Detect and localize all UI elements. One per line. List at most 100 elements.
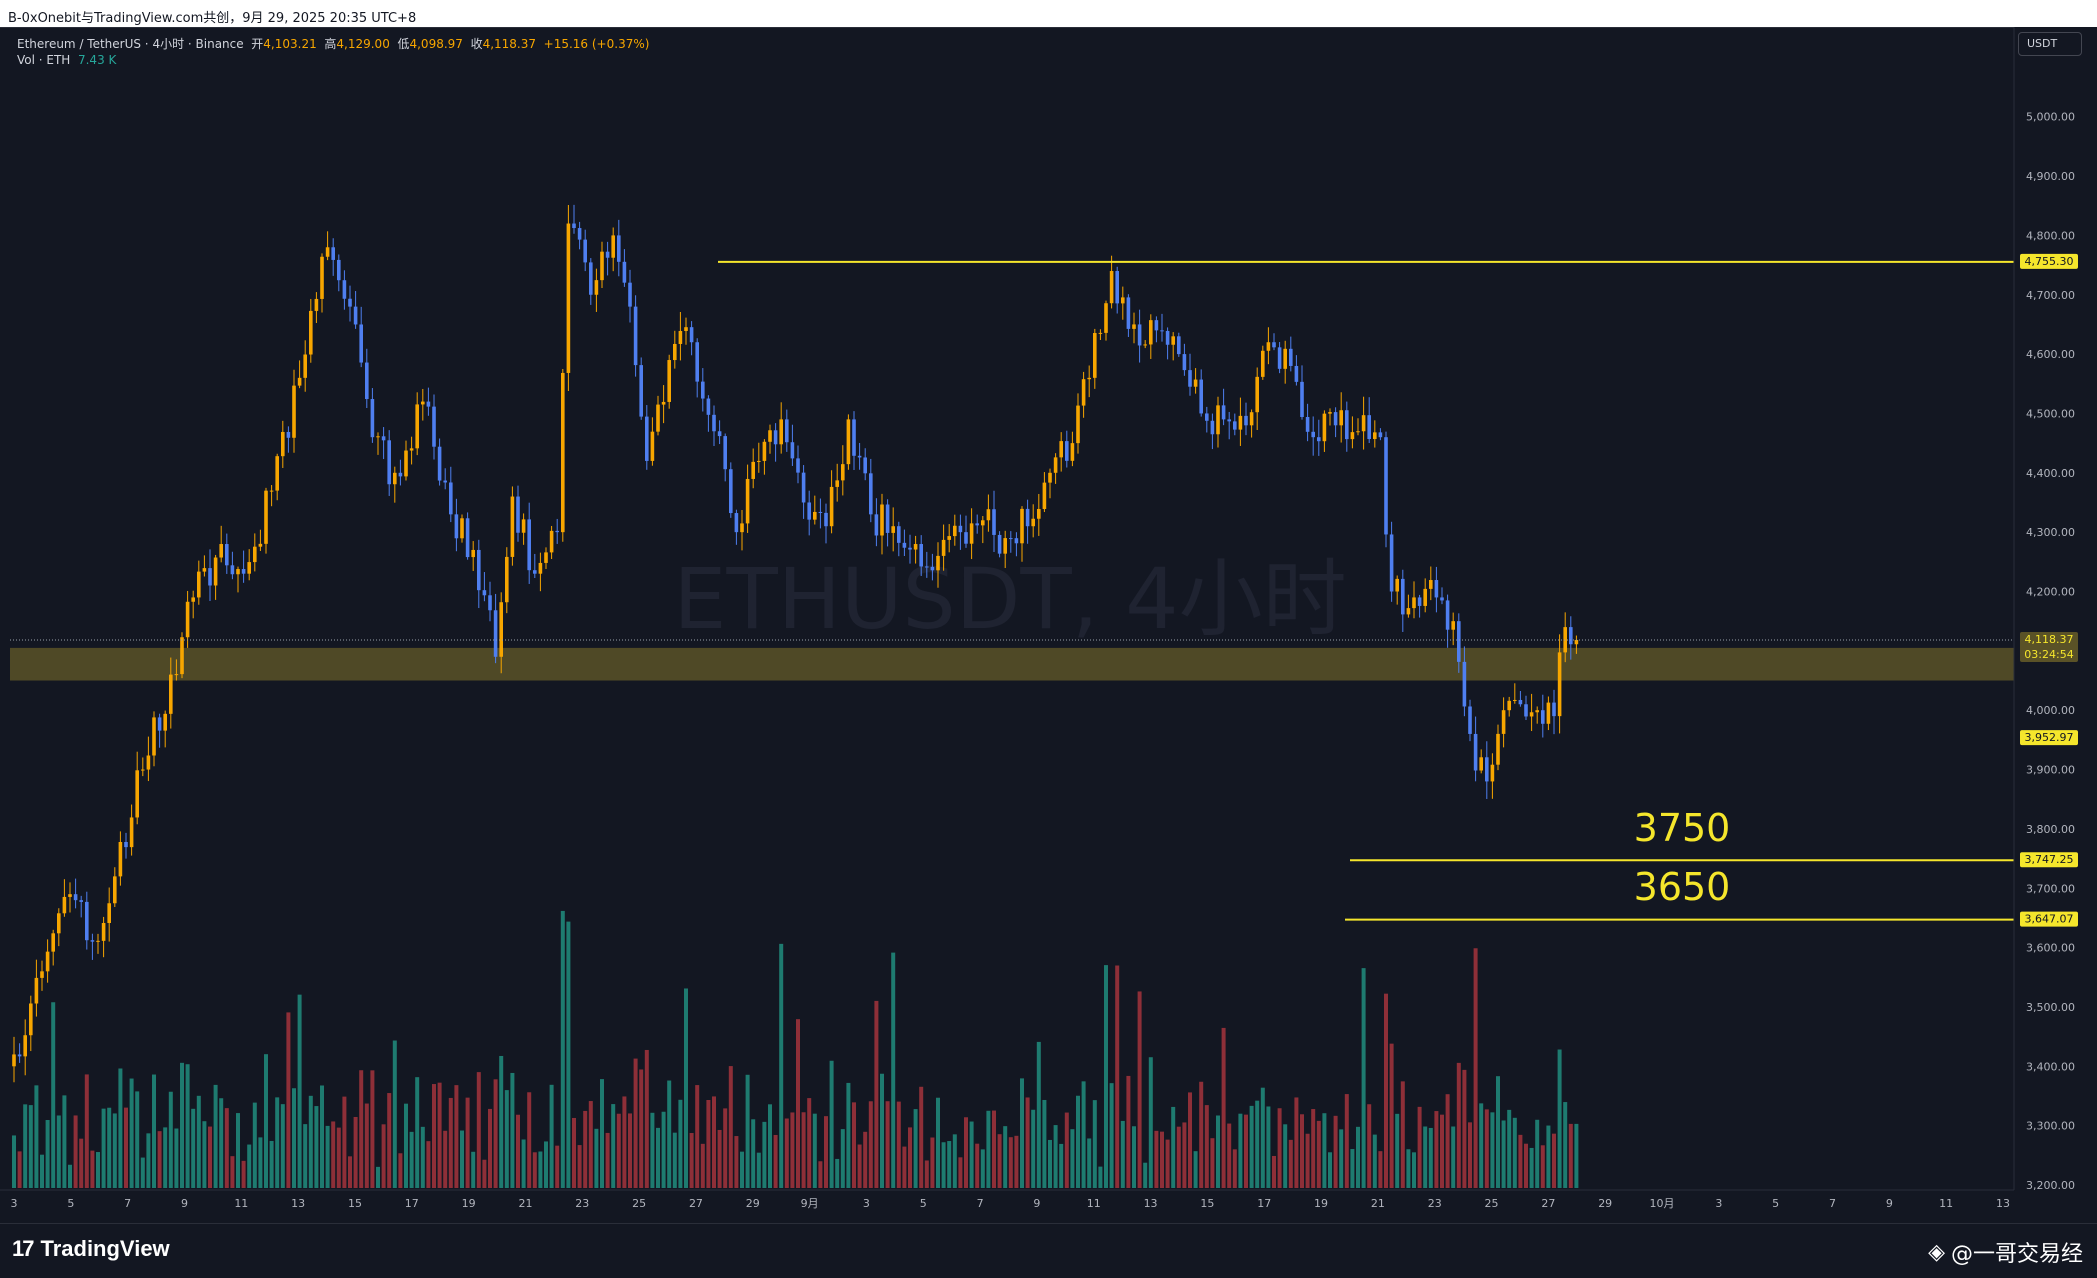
candle-body[interactable]: [1104, 303, 1108, 333]
candle-body[interactable]: [1149, 320, 1153, 345]
candle-body[interactable]: [577, 228, 582, 240]
candle-body[interactable]: [1065, 441, 1069, 461]
candle-body[interactable]: [510, 496, 515, 557]
candle-body[interactable]: [219, 544, 223, 558]
candle-body[interactable]: [191, 597, 195, 602]
time-axis[interactable]: 3 5 7 9 11 13 15 17 19 21 23 25 27 29 9月 3 5 7 9 11 13 15 17 19…: [0, 1189, 2014, 1210]
candle-body[interactable]: [269, 490, 274, 492]
candle-body[interactable]: [146, 755, 151, 770]
candle-body[interactable]: [1188, 370, 1192, 387]
candle-body[interactable]: [393, 472, 397, 485]
candle-body[interactable]: [1541, 710, 1545, 724]
candle-body[interactable]: [796, 458, 800, 473]
candle-body[interactable]: [1350, 432, 1355, 440]
candle-body[interactable]: [1081, 379, 1086, 406]
candle-body[interactable]: [835, 480, 839, 487]
candle-body[interactable]: [947, 536, 951, 540]
candle-body[interactable]: [986, 509, 991, 521]
candle-body[interactable]: [101, 922, 106, 941]
support-zone[interactable]: [10, 647, 2014, 681]
candle-body[interactable]: [415, 404, 419, 449]
candle-body[interactable]: [1305, 416, 1310, 432]
candle-body[interactable]: [1462, 661, 1467, 707]
candle-body[interactable]: [656, 404, 660, 432]
price-badge[interactable]: 4,755.30: [2025, 255, 2074, 268]
current-price-badge[interactable]: 4,118.37: [2025, 633, 2074, 646]
candle-body[interactable]: [135, 770, 139, 818]
candle-body[interactable]: [1434, 580, 1439, 598]
candle-body[interactable]: [96, 940, 100, 942]
candle-body[interactable]: [549, 530, 554, 553]
candle-body[interactable]: [1059, 441, 1063, 458]
candle-body[interactable]: [717, 431, 722, 437]
candle-body[interactable]: [365, 362, 369, 400]
candle-body[interactable]: [465, 518, 470, 558]
candle-body[interactable]: [1524, 704, 1528, 717]
price-axis[interactable]: 5,000.00 4,900.00 4,800.00 4,700.00 4,600.00…: [2013, 27, 2097, 1192]
candle-body[interactable]: [1115, 271, 1119, 304]
candle-body[interactable]: [1501, 710, 1506, 734]
candle-body[interactable]: [337, 259, 341, 281]
candle-body[interactable]: [1272, 342, 1276, 348]
candle-body[interactable]: [1283, 348, 1287, 369]
candle-body[interactable]: [45, 951, 50, 972]
candle-body[interactable]: [34, 977, 39, 1004]
candle-body[interactable]: [236, 569, 240, 575]
candle-body[interactable]: [689, 327, 694, 343]
candle-body[interactable]: [1126, 297, 1131, 329]
candle-body[interactable]: [1552, 702, 1556, 717]
candle-body[interactable]: [493, 610, 498, 657]
candle-body[interactable]: [1518, 699, 1523, 705]
candle-body[interactable]: [622, 261, 627, 283]
candle-body[interactable]: [85, 901, 89, 941]
candle-body[interactable]: [163, 713, 167, 731]
candle-body[interactable]: [1322, 413, 1327, 442]
horizontal-lines[interactable]: [10, 260, 2014, 921]
candle-body[interactable]: [561, 372, 565, 533]
candle-body[interactable]: [1014, 538, 1019, 544]
candle-body[interactable]: [1445, 600, 1450, 630]
candle-body[interactable]: [460, 518, 464, 539]
candle-body[interactable]: [1132, 324, 1136, 329]
candle-body[interactable]: [437, 446, 442, 481]
candle-body[interactable]: [600, 251, 604, 281]
candle-body[interactable]: [1317, 437, 1321, 442]
candle-body[interactable]: [1098, 332, 1103, 334]
candle-body[interactable]: [275, 456, 279, 491]
candle-body[interactable]: [258, 543, 263, 547]
candle-body[interactable]: [381, 436, 386, 441]
candle-body[interactable]: [247, 562, 251, 574]
candle-body[interactable]: [1395, 578, 1399, 592]
candle-body[interactable]: [516, 496, 520, 533]
candle-body[interactable]: [124, 841, 128, 848]
candle-body[interactable]: [426, 401, 431, 407]
candle-body[interactable]: [398, 472, 403, 477]
candle-body[interactable]: [617, 235, 621, 262]
candle-body[interactable]: [958, 525, 963, 533]
candle-body[interactable]: [723, 436, 727, 470]
candle-body[interactable]: [628, 282, 632, 307]
candle-body[interactable]: [1087, 377, 1091, 380]
candle-body[interactable]: [331, 247, 335, 260]
candle-body[interactable]: [370, 399, 375, 438]
candle-body[interactable]: [1384, 437, 1388, 535]
candle-body[interactable]: [975, 523, 979, 526]
candle-body[interactable]: [891, 526, 895, 533]
candle-body[interactable]: [1255, 376, 1259, 413]
candle-body[interactable]: [1373, 432, 1377, 440]
candle-body[interactable]: [1233, 421, 1237, 430]
candle-body[interactable]: [443, 480, 447, 483]
candle-body[interactable]: [919, 544, 923, 567]
candle-body[interactable]: [1569, 627, 1573, 645]
candle-body[interactable]: [1333, 412, 1338, 426]
candle-body[interactable]: [785, 419, 789, 443]
candle-body[interactable]: [897, 526, 901, 543]
candle-body[interactable]: [152, 717, 156, 756]
candle-body[interactable]: [1378, 432, 1383, 438]
candle-body[interactable]: [320, 256, 324, 299]
candle-body[interactable]: [667, 360, 671, 402]
candle-body[interactable]: [1485, 757, 1489, 782]
candle-body[interactable]: [488, 595, 492, 611]
candle-body[interactable]: [376, 436, 380, 438]
candle-body[interactable]: [1137, 324, 1142, 346]
